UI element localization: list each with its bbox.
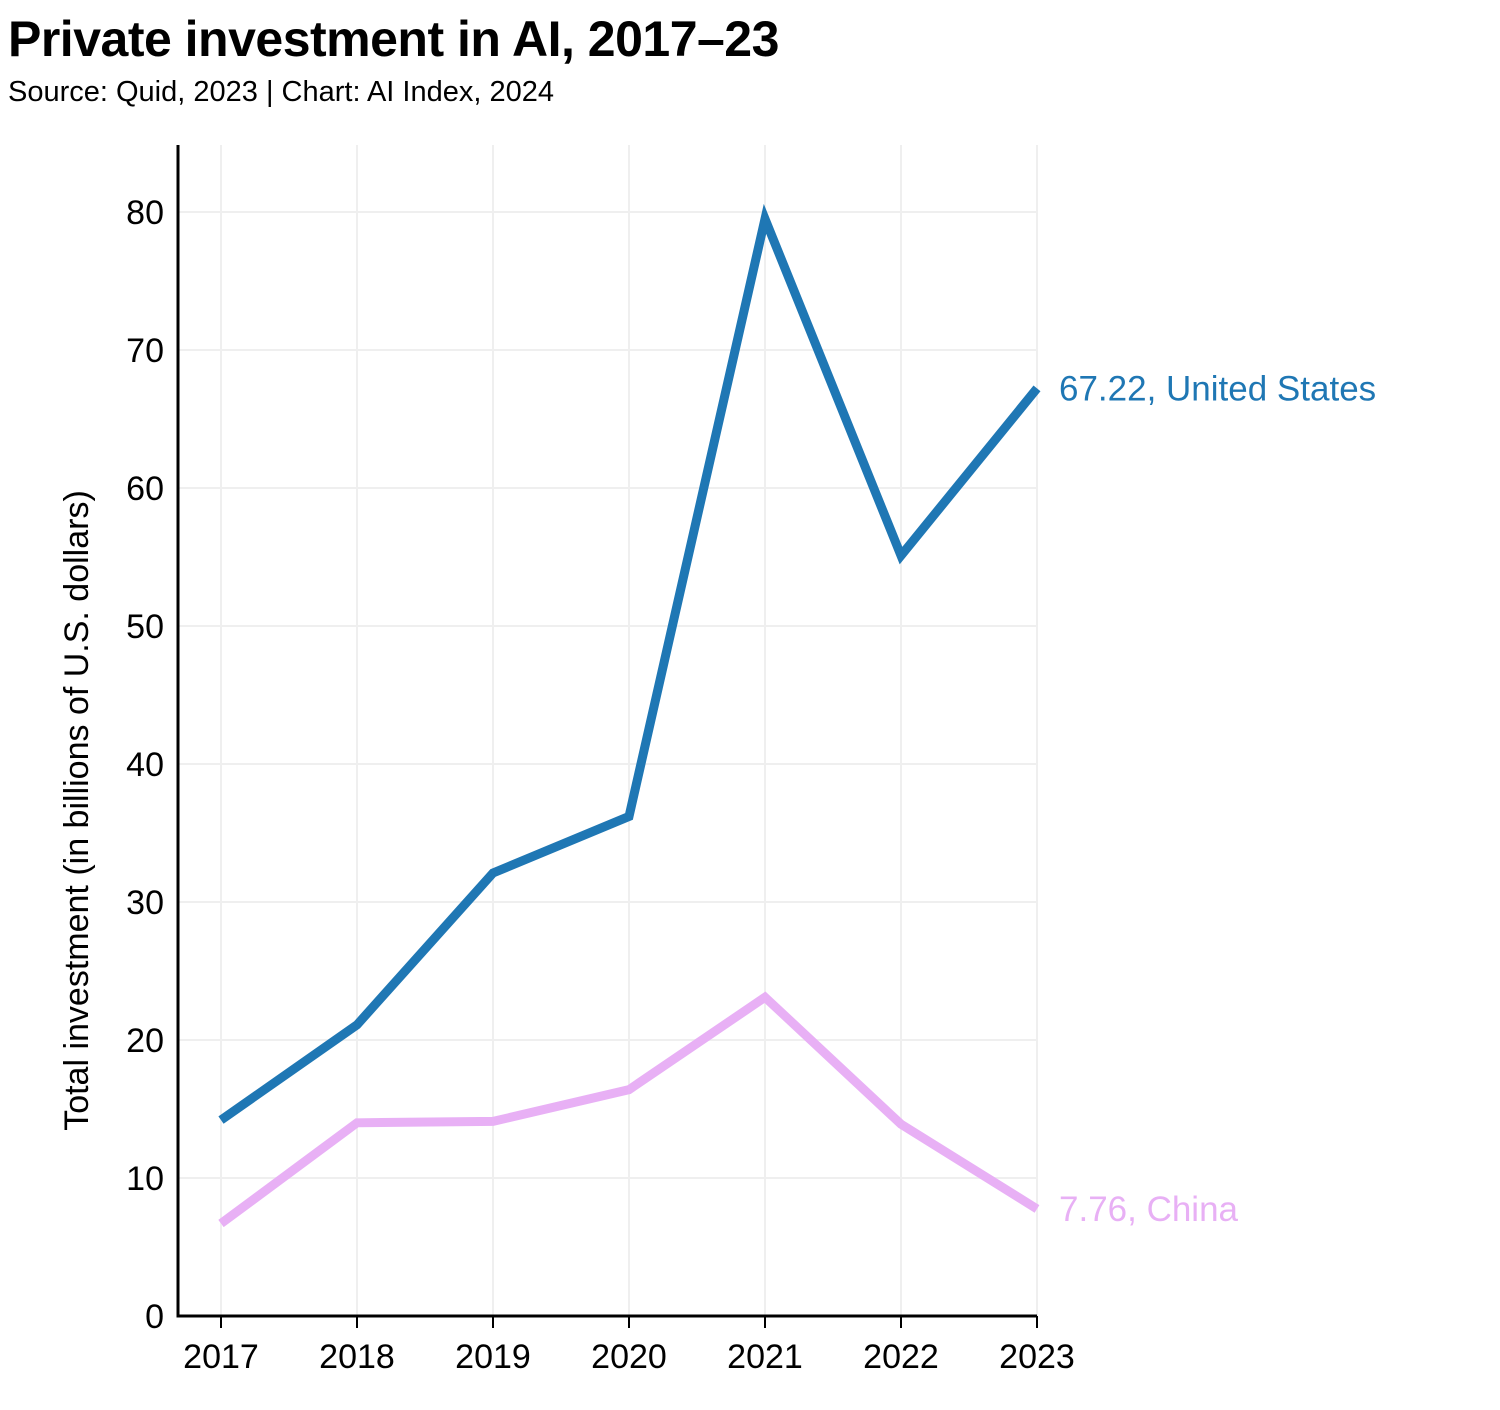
x-tick-label-2018: 2018: [319, 1338, 395, 1376]
y-tick-label-10: 10: [126, 1160, 164, 1198]
y-tick-label-70: 70: [126, 332, 164, 370]
y-tick-label-50: 50: [126, 608, 164, 646]
y-axis-title: Total investment (in billions of U.S. do…: [58, 490, 96, 1131]
x-tick-label-2017: 2017: [183, 1338, 259, 1376]
y-tick-label-30: 30: [126, 884, 164, 922]
axes: [176, 145, 1038, 1328]
x-tick-label-2023: 2023: [999, 1338, 1075, 1376]
chart-subtitle: Source: Quid, 2023 | Chart: AI Index, 20…: [8, 76, 554, 108]
series-lines: [218, 203, 1041, 1228]
x-tick-label-2022: 2022: [863, 1338, 939, 1376]
end-label-china: 7.76, China: [1059, 1190, 1239, 1229]
y-tick-label-0: 0: [145, 1298, 164, 1336]
chart-title: Private investment in AI, 2017–23: [8, 11, 779, 67]
x-tick-label-2020: 2020: [591, 1338, 667, 1376]
grid-lines: [178, 145, 1038, 1316]
x-tick-label-2021: 2021: [727, 1338, 803, 1376]
series-end-labels: 67.22, United States 7.76, China: [1059, 369, 1376, 1229]
end-label-united-states: 67.22, United States: [1059, 369, 1376, 408]
y-tick-label-20: 20: [126, 1022, 164, 1060]
x-tick-label-2019: 2019: [455, 1338, 531, 1376]
y-tick-label-60: 60: [126, 470, 164, 508]
y-tick-label-40: 40: [126, 746, 164, 784]
tick-labels: 2017 2018 2019 2020 2021 2022 2023 0 10 20 30 40 50 6…: [126, 194, 1075, 1376]
y-tick-label-80: 80: [126, 194, 164, 232]
